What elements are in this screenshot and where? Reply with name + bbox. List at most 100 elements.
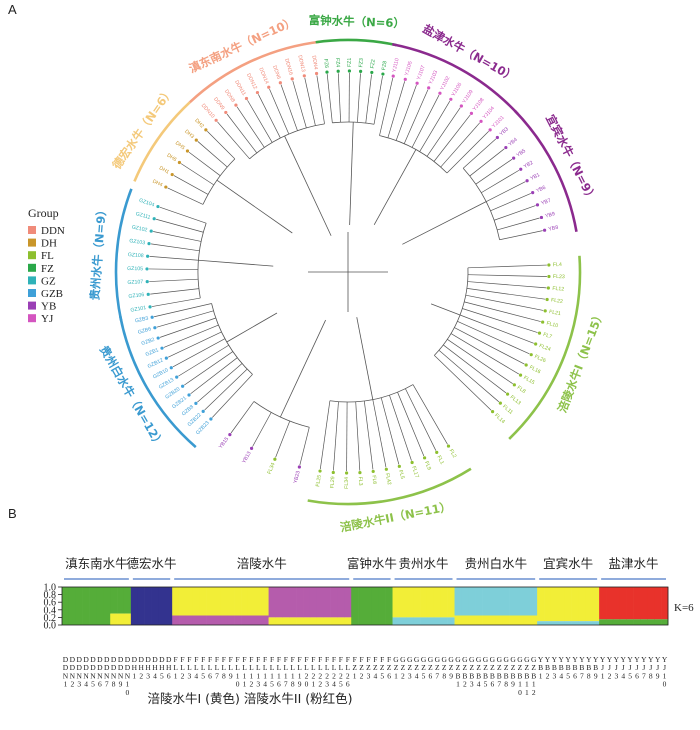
sample-id-char: 1 xyxy=(539,671,543,680)
sample-id-char: 1 xyxy=(243,680,247,689)
tip-label: GZ107 xyxy=(127,279,143,286)
tip-label: FL10 xyxy=(546,321,559,330)
sample-id-char: L xyxy=(263,663,268,672)
clade-stem xyxy=(349,122,354,226)
clade-stem xyxy=(280,319,326,418)
tree-branch xyxy=(426,107,461,157)
legend-swatch xyxy=(28,276,36,285)
sample-id-char: D xyxy=(90,655,96,664)
tip-marker xyxy=(331,470,335,475)
sample-id-char: L xyxy=(290,663,295,672)
tip-marker xyxy=(543,228,547,232)
ancestry-segment xyxy=(289,617,297,625)
tip-marker xyxy=(506,392,510,396)
ancestry-segment xyxy=(323,587,331,618)
tree-branch xyxy=(462,138,497,169)
sample-id-char: 6 xyxy=(429,671,433,680)
tip-marker xyxy=(185,149,190,153)
sample-id-char: F xyxy=(373,655,377,664)
tip-marker xyxy=(170,172,174,177)
ancestry-segment xyxy=(461,615,469,625)
sample-id-char: J xyxy=(615,663,618,672)
tip-marker xyxy=(381,72,385,76)
tree-branch xyxy=(159,206,207,224)
tip-label: FL26 xyxy=(533,354,546,364)
sample-id-char: Y xyxy=(538,655,544,664)
sample-id-char: Z xyxy=(373,663,378,672)
tip-marker xyxy=(336,69,340,73)
tip-marker xyxy=(410,460,414,465)
tree-branch xyxy=(387,81,406,138)
ancestry-segment xyxy=(406,617,414,625)
clade-arc xyxy=(114,188,133,321)
tree-branch xyxy=(403,89,429,144)
sample-id-char: Z xyxy=(518,663,523,672)
sample-id-char: B xyxy=(545,663,550,672)
ancestry-segment xyxy=(420,617,428,625)
tip-label: DH4 xyxy=(151,179,163,189)
ancestry-segment xyxy=(247,587,256,616)
tip-marker xyxy=(147,241,151,246)
sample-id-char: G xyxy=(503,655,509,664)
ancestry-segment xyxy=(392,617,400,625)
ancestry-segment xyxy=(185,587,194,616)
tip-label: GZB1 xyxy=(145,347,160,358)
population-title: 富钟水牛 xyxy=(347,556,397,571)
sample-id-char: D xyxy=(145,655,151,664)
sample-id-char: F xyxy=(174,655,178,664)
tip-label: GZ103 xyxy=(129,238,146,246)
sample-id-char: Z xyxy=(525,663,530,672)
tip-label: YJ104 xyxy=(482,105,496,120)
tree-branch xyxy=(373,75,383,125)
sample-id-char: D xyxy=(97,655,103,664)
tip-marker xyxy=(302,74,306,78)
sample-id-char: 1 xyxy=(311,680,315,689)
clade-stem xyxy=(356,317,374,400)
sample-id-char: L xyxy=(256,663,261,672)
ancestry-segment xyxy=(523,615,531,625)
tip-marker xyxy=(543,309,547,313)
sample-id-char: B xyxy=(469,671,474,680)
tip-marker xyxy=(529,353,533,357)
tree-branch xyxy=(252,412,272,447)
y-tick-label: 1.0 xyxy=(44,583,57,594)
ancestry-segment xyxy=(309,617,318,625)
ancestry-segment xyxy=(144,587,152,625)
sample-id-char: 8 xyxy=(587,671,591,680)
tree-branch xyxy=(447,339,513,384)
ancestry-segment xyxy=(247,615,256,625)
tree-branch xyxy=(438,350,500,403)
sample-id-char: B xyxy=(490,671,495,680)
sample-id-char: H xyxy=(138,663,144,672)
ancestry-segment xyxy=(612,619,621,625)
sample-id-char: 6 xyxy=(346,680,350,689)
clade-label: 贵州水牛（N=9） xyxy=(88,204,110,301)
tree-branch xyxy=(490,193,531,212)
ancestry-segment xyxy=(530,587,538,616)
sample-id-char: F xyxy=(318,655,322,664)
tip-marker xyxy=(539,215,544,220)
ancestry-segment xyxy=(344,617,352,625)
sample-id-char: G xyxy=(455,655,461,664)
tree-branch xyxy=(457,321,530,355)
ancestry-segment xyxy=(647,619,655,625)
tree-branch xyxy=(326,74,333,123)
sample-id-char: 3 xyxy=(77,680,81,689)
sample-id-char: Z xyxy=(483,663,488,672)
sample-id-char: L xyxy=(297,663,302,672)
tree-branch xyxy=(149,256,199,261)
sample-id-char: 5 xyxy=(160,671,164,680)
ancestry-segment xyxy=(75,587,83,625)
sample-id-char: 7 xyxy=(642,671,646,680)
tip-marker xyxy=(525,179,529,183)
ancestry-segment xyxy=(564,587,572,622)
sample-id-char: 4 xyxy=(332,680,336,689)
sample-id-char: B xyxy=(517,671,522,680)
panel-a-label: A xyxy=(8,2,17,17)
ancestry-segment xyxy=(123,587,132,614)
tree-branch xyxy=(499,230,543,241)
tip-marker xyxy=(297,465,301,469)
sample-id-char: D xyxy=(118,663,124,672)
tip-label: DDN8 xyxy=(223,89,236,104)
tree-branch xyxy=(154,303,212,318)
